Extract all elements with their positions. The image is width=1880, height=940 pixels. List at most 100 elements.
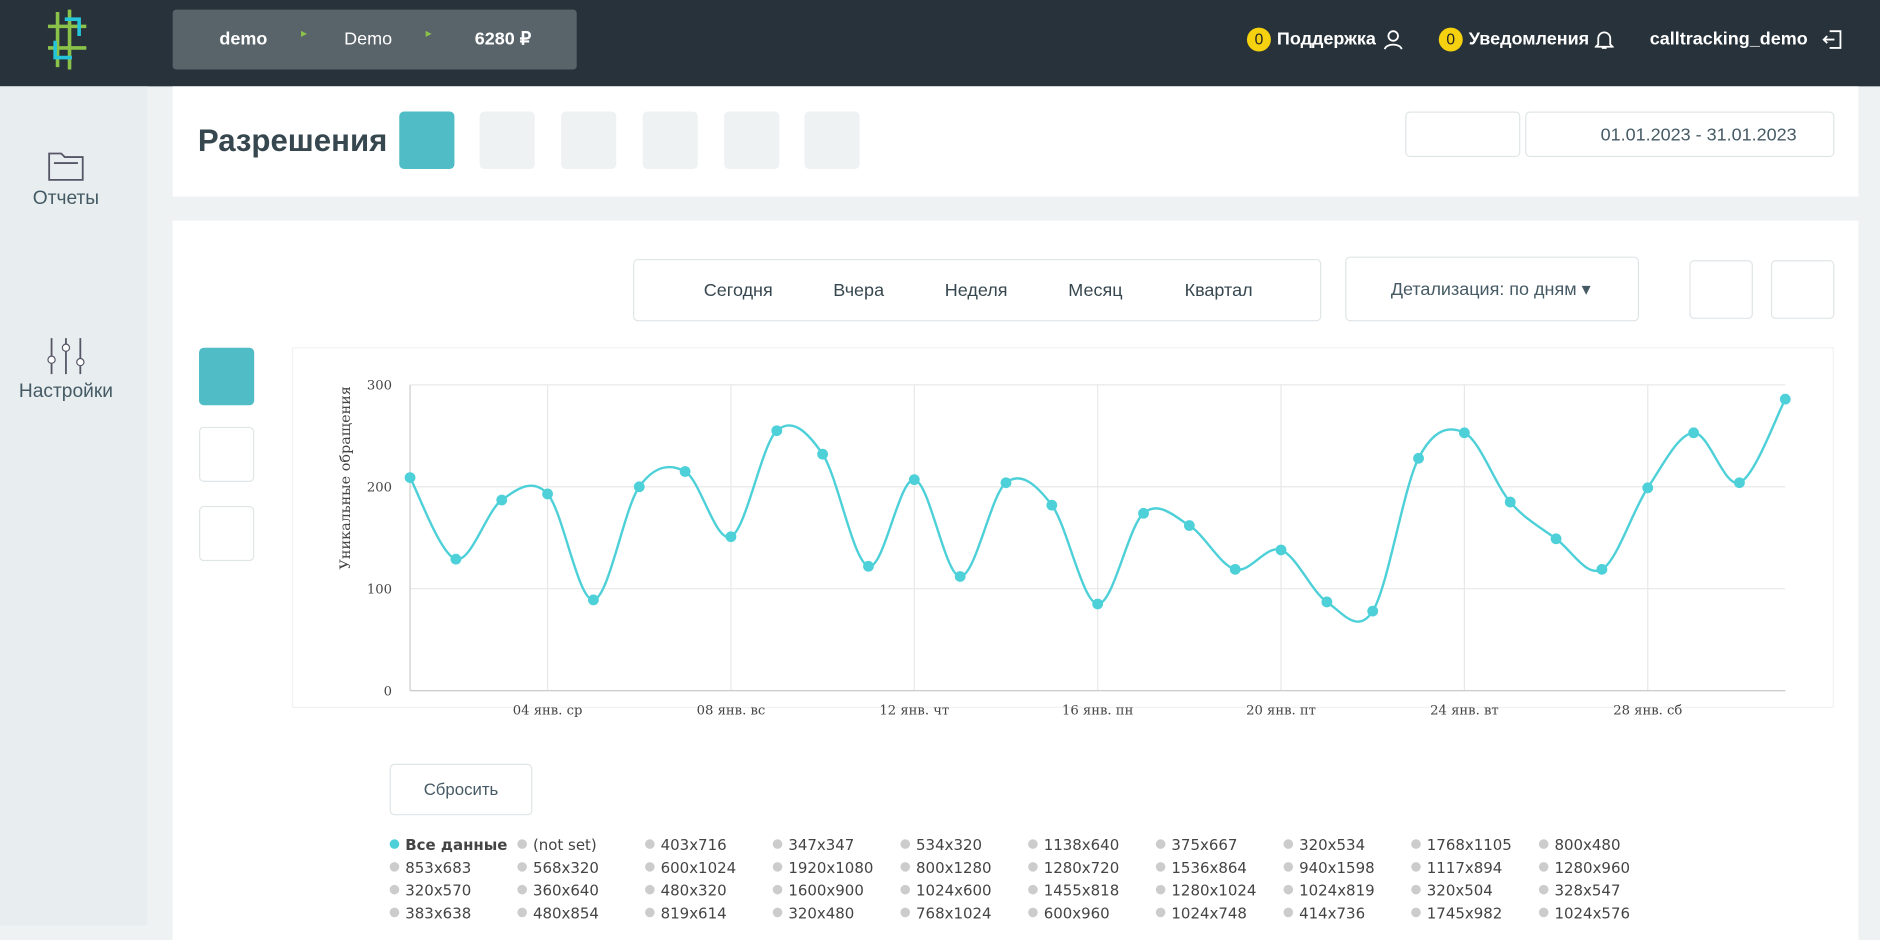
line-view[interactable] (199, 347, 255, 406)
legend-item[interactable]: 1768x1105 (1427, 836, 1512, 854)
legend-marker (772, 862, 783, 872)
period-button[interactable]: Месяц (1068, 280, 1123, 301)
point (1046, 499, 1058, 511)
tab-mail[interactable] (561, 111, 617, 170)
legend-item[interactable]: 600x960 (1044, 904, 1110, 922)
logout-icon[interactable] (1821, 29, 1843, 51)
plot-frame (291, 347, 1834, 708)
nav-reports[interactable]: Отчеты (32, 188, 100, 209)
point (1688, 427, 1699, 439)
point (954, 571, 966, 582)
legend-item[interactable]: 414x736 (1299, 904, 1365, 922)
legend-item[interactable]: 403x716 (661, 836, 727, 854)
legend-item[interactable]: 534x320 (916, 836, 982, 854)
period-button[interactable]: Сегодня (703, 280, 773, 301)
legend-marker (900, 839, 911, 849)
legend-marker (900, 907, 911, 918)
period-button[interactable]: Вчера (833, 280, 885, 301)
legend-item[interactable]: 1536x864 (1171, 859, 1247, 877)
point (496, 494, 508, 506)
legend-item[interactable]: 1117x894 (1427, 859, 1503, 877)
detail-select[interactable]: Детализация: по дням ▾ (1345, 256, 1640, 322)
legend-item[interactable]: 1024x576 (1554, 904, 1630, 922)
tab-chat[interactable] (724, 111, 780, 170)
breadcrumb[interactable]: demo ▸ Demo ▸ 6280 ₽ (172, 9, 577, 70)
period-button[interactable]: Квартал (1184, 280, 1253, 301)
legend-item[interactable]: (not set) (533, 836, 597, 854)
legend-item[interactable]: 940x1598 (1299, 859, 1375, 877)
point (1138, 507, 1149, 519)
point (1458, 427, 1470, 439)
support[interactable]: Поддержка (1276, 28, 1376, 50)
legend-item[interactable]: 1280x960 (1554, 859, 1630, 877)
legend-item[interactable]: 383x638 (405, 904, 471, 922)
legend-marker (389, 862, 400, 872)
tab-forms[interactable] (642, 111, 698, 170)
legend-item[interactable]: 375x667 (1171, 836, 1237, 854)
legend-item[interactable]: 600x1024 (661, 859, 737, 877)
legend-item[interactable]: 1920x1080 (788, 859, 873, 877)
legend-item[interactable]: 853x683 (405, 859, 471, 877)
export-button[interactable] (1405, 111, 1521, 158)
legend-item[interactable]: 347x347 (788, 836, 854, 854)
x-tick-label: 04 янв. ср (513, 704, 583, 719)
point (1734, 477, 1745, 489)
legend-item[interactable]: 1138x640 (1044, 836, 1120, 854)
x-tick-label: 24 янв. вт (1430, 704, 1499, 719)
nav-settings[interactable]: Настройки (18, 381, 113, 402)
legend-item[interactable]: 800x480 (1554, 836, 1620, 854)
legend-item[interactable]: 320x570 (405, 882, 471, 900)
legend-item[interactable]: 1280x720 (1044, 859, 1120, 877)
legend-item[interactable]: 568x320 (533, 859, 599, 877)
compare-button[interactable] (1689, 260, 1753, 319)
legend-item[interactable]: 1745x982 (1427, 904, 1503, 922)
legend-item[interactable]: 480x320 (661, 882, 727, 900)
legend-item[interactable]: 1600x900 (788, 882, 864, 900)
legend-item[interactable]: 819x614 (661, 904, 727, 922)
legend-item[interactable]: 1024x819 (1299, 882, 1375, 900)
date-range[interactable]: 01.01.2023 - 31.01.2023 (1525, 111, 1835, 158)
reports-icon (48, 152, 84, 181)
legend-item[interactable]: 1455x818 (1044, 882, 1120, 900)
pie-view[interactable] (199, 426, 255, 482)
sidebar: Отчеты Настройки (0, 86, 148, 926)
project[interactable]: Demo (344, 28, 393, 50)
legend-item[interactable]: 1024x600 (916, 882, 992, 900)
legend-item[interactable]: Все данные (405, 836, 507, 854)
legend-item[interactable]: 320x480 (788, 904, 854, 922)
period-button[interactable]: Неделя (944, 280, 1008, 301)
legend-marker (1155, 884, 1166, 895)
legend-marker (900, 862, 911, 872)
legend-item[interactable]: 320x534 (1299, 836, 1365, 854)
legend-item[interactable]: 1280x1024 (1171, 882, 1256, 900)
user[interactable]: calltracking_demo (1649, 28, 1808, 50)
legend-marker (772, 839, 783, 849)
point (1321, 596, 1333, 608)
notifications[interactable]: Уведомления (1468, 28, 1590, 50)
tab-callback[interactable] (804, 111, 860, 170)
legend-marker (1538, 884, 1549, 895)
legend-item[interactable]: 328x547 (1554, 882, 1620, 900)
bar-view[interactable] (199, 505, 255, 562)
legend-item[interactable]: 360x640 (533, 882, 599, 900)
point (633, 481, 645, 493)
point (1642, 482, 1654, 494)
legend-item[interactable]: 480x854 (533, 904, 599, 922)
reset-button[interactable]: Сбросить (389, 763, 533, 816)
legend-marker (772, 884, 783, 895)
legend-item[interactable]: 768x1024 (916, 904, 992, 922)
tab-calls[interactable] (479, 111, 535, 170)
point (771, 425, 783, 437)
legend-marker (1155, 862, 1166, 872)
point (1413, 452, 1424, 464)
detail-label[interactable]: Детализация: по дням (1390, 279, 1577, 300)
support-icon (1383, 30, 1403, 50)
legend-item[interactable]: 800x1280 (916, 859, 992, 877)
legend-item[interactable]: 1024x748 (1171, 904, 1247, 922)
legend-item[interactable]: 320x504 (1427, 882, 1493, 900)
balance: 6280 ₽ (474, 28, 532, 50)
tab-sources[interactable] (399, 111, 455, 170)
point (1596, 563, 1608, 575)
chart-type-button[interactable] (1770, 260, 1835, 319)
account[interactable]: demo (219, 28, 268, 50)
